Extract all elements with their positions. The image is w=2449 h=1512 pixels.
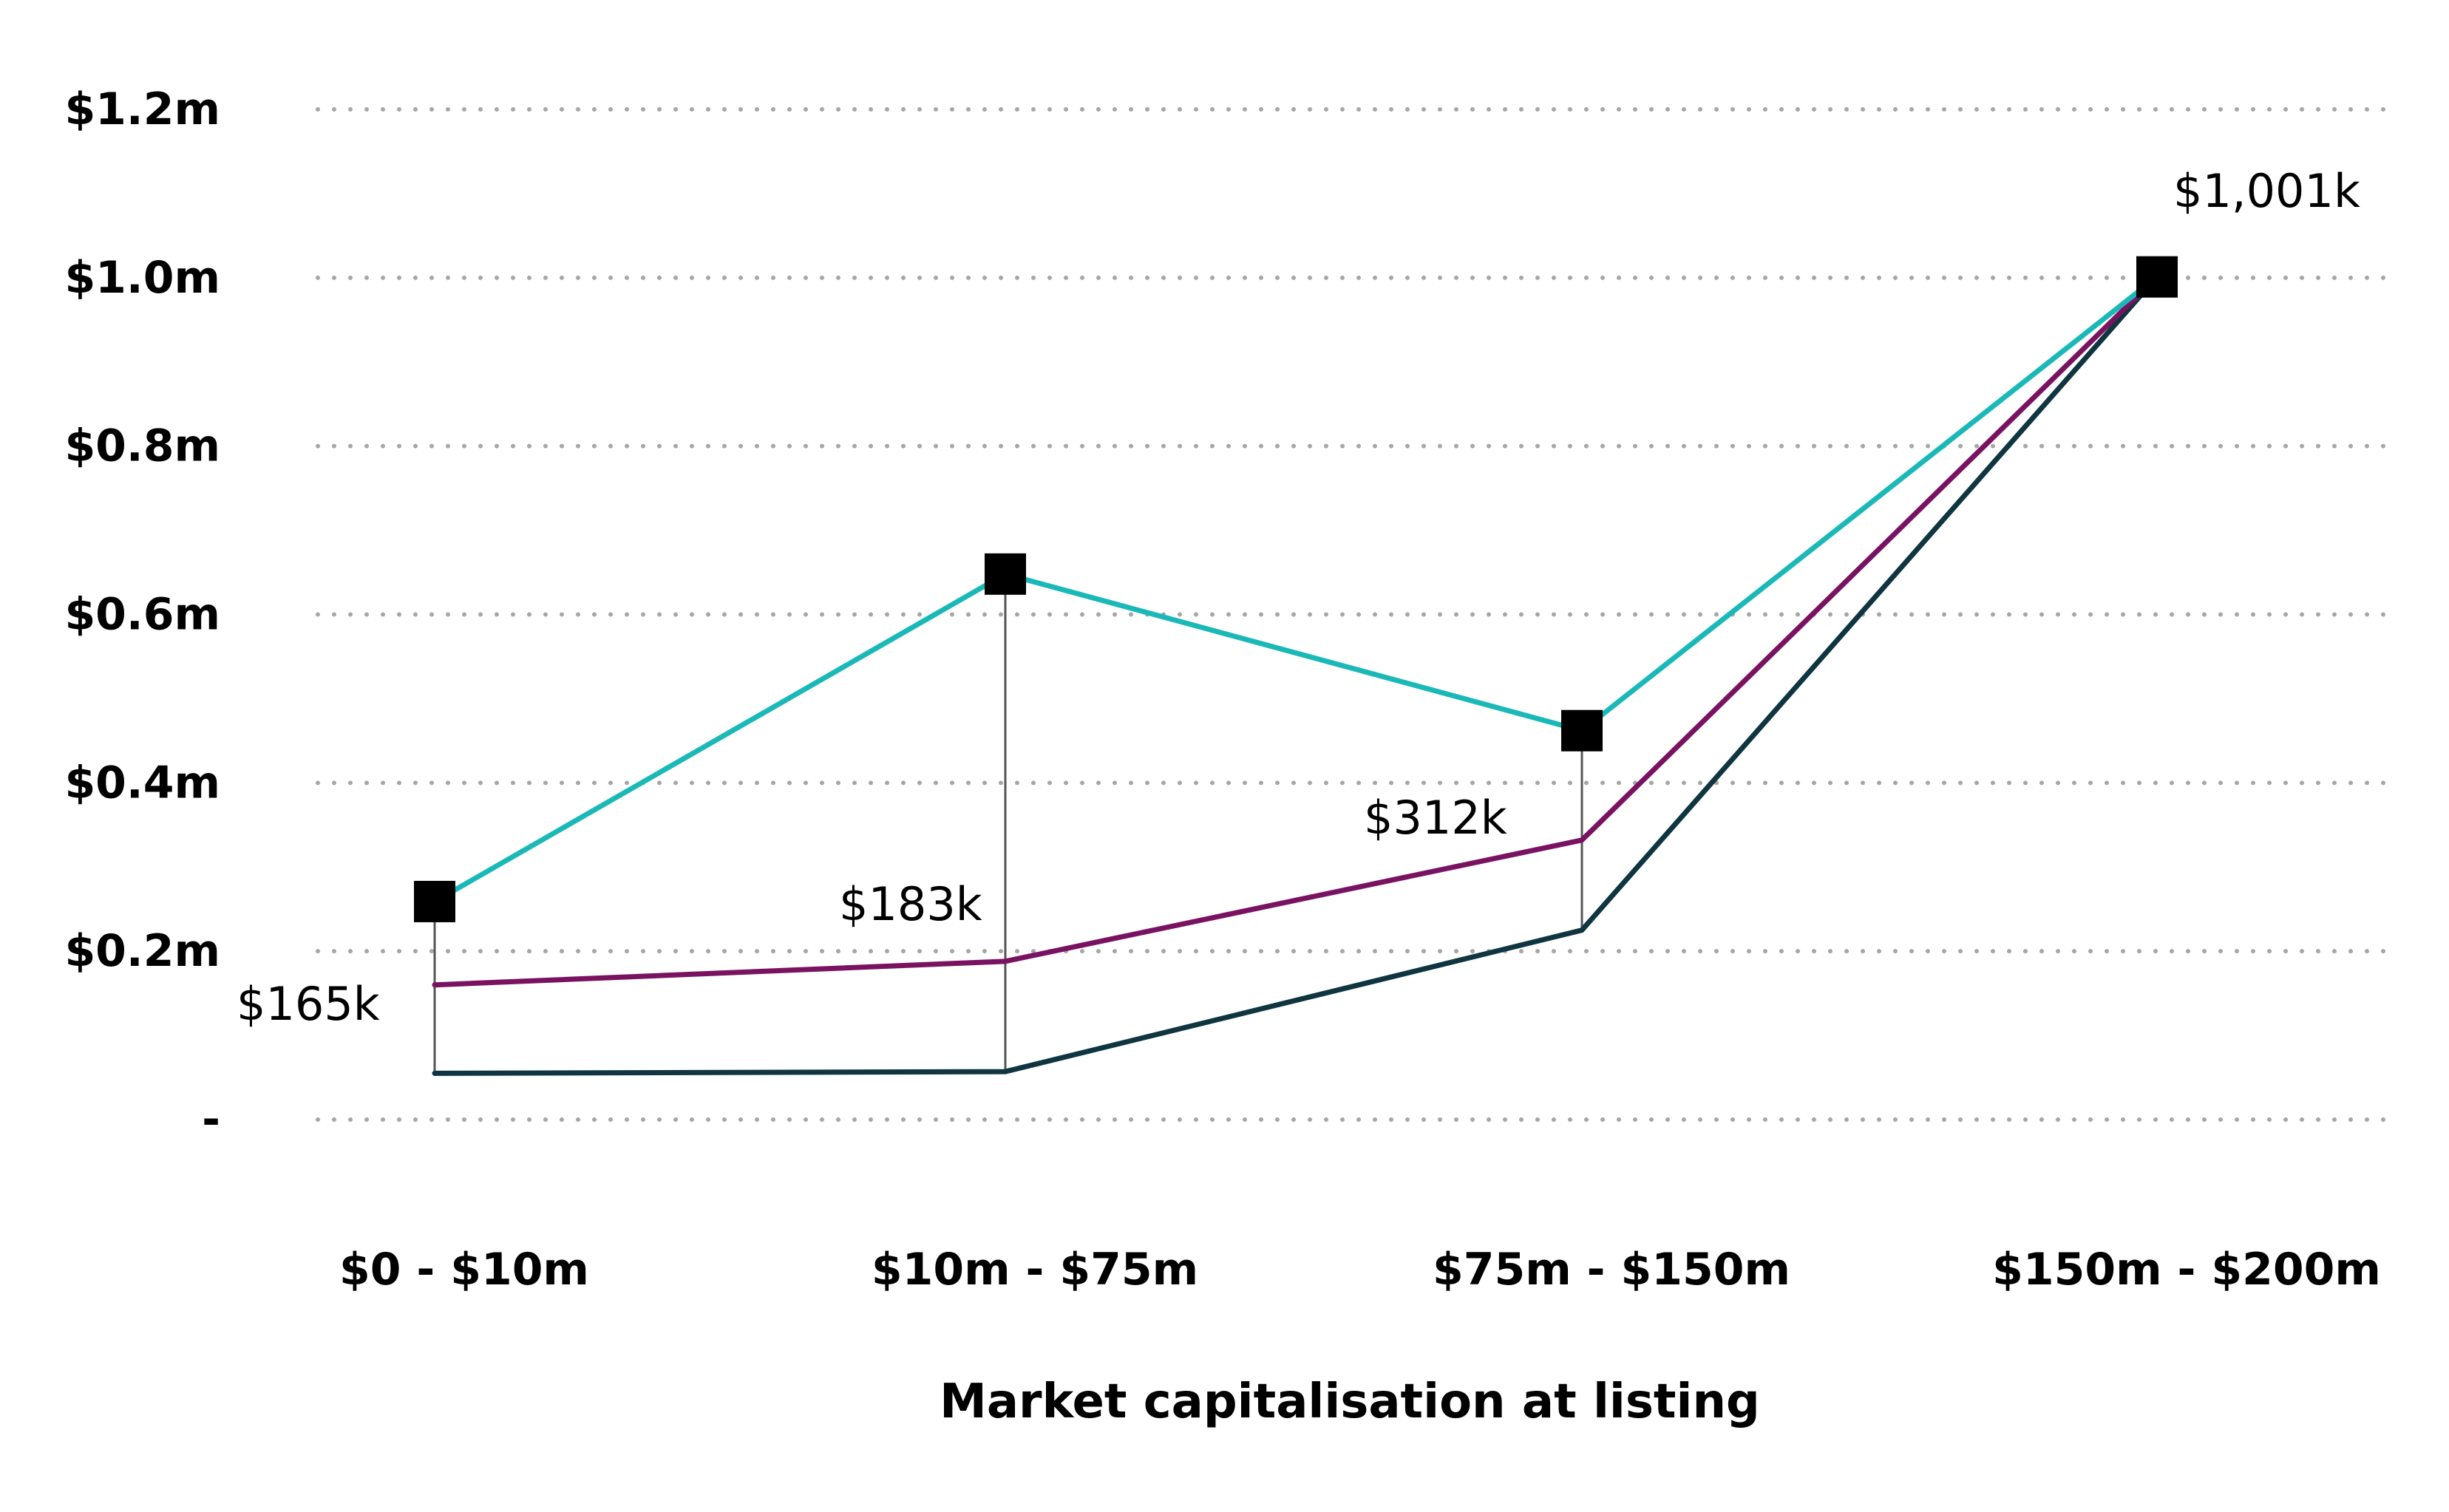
x-tick-label: $150m - $200m xyxy=(1992,1244,2381,1295)
y-tick-label: $0.2m xyxy=(64,925,220,977)
square-marker xyxy=(2136,256,2178,298)
y-tick-label: $0.6m xyxy=(64,589,220,641)
series-line xyxy=(432,274,2160,988)
gridlines xyxy=(316,107,2386,1122)
square-marker xyxy=(414,880,455,922)
data-label: $1,001k xyxy=(2173,164,2360,218)
series-line xyxy=(432,274,2160,1076)
data-label: $183k xyxy=(839,877,982,931)
x-axis-label: Market capitalisation at listing xyxy=(940,1375,1760,1429)
y-tick-label: $0.8m xyxy=(64,420,220,472)
square-marker xyxy=(1561,709,1603,752)
x-tick-label: $10m - $75m xyxy=(872,1244,1198,1295)
markers xyxy=(414,256,2178,922)
x-axis-ticks: $0 - $10m $10m - $75m $75m - $150m $150m - … xyxy=(339,1244,2381,1295)
data-label: $312k xyxy=(1364,791,1507,845)
y-tick-label: $1.0m xyxy=(64,252,220,304)
y-axis-ticks: - $0.2m $0.4m $0.6m $0.8m $1.0m $1.2m xyxy=(64,84,220,1145)
x-tick-label: $0 - $10m xyxy=(339,1244,589,1295)
series-line xyxy=(432,274,2160,905)
y-tick-label: - xyxy=(202,1094,220,1145)
data-labels: $165k $183k $312k $1,001k xyxy=(237,164,2360,1031)
data-label: $165k xyxy=(237,977,380,1031)
y-tick-label: $1.2m xyxy=(64,84,220,135)
series-lines xyxy=(432,274,2160,1076)
square-marker xyxy=(985,553,1026,595)
x-tick-label: $75m - $150m xyxy=(1433,1244,1790,1295)
y-tick-label: $0.4m xyxy=(64,757,220,808)
